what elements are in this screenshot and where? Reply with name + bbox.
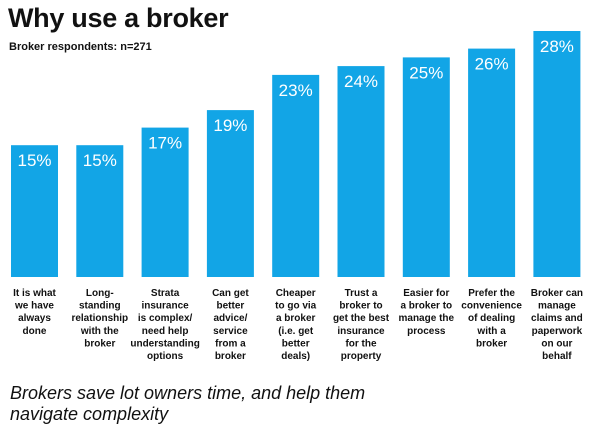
value-label-3: 17% bbox=[148, 134, 182, 153]
bar-2 bbox=[76, 145, 124, 277]
bar-5 bbox=[272, 74, 320, 278]
value-label-9: 28% bbox=[540, 37, 574, 56]
value-label-1: 15% bbox=[17, 151, 51, 170]
category-label-5: Cheaper to go via a broker (i.e. get better d… bbox=[275, 288, 317, 362]
category-label-6: Trust a broker to get the best insurance for… bbox=[333, 288, 390, 362]
category-label-3: Strata insurance is complex/need help under… bbox=[130, 288, 199, 362]
chart-title: Why use a broker bbox=[8, 3, 229, 33]
value-label-4: 19% bbox=[213, 116, 247, 135]
bar-9 bbox=[533, 31, 581, 277]
bar-8 bbox=[468, 48, 516, 277]
bar-7 bbox=[402, 57, 450, 278]
category-label-4: Can get better advice/service from a broker bbox=[212, 288, 249, 362]
category-label-8: Prefer the convenience of dealing with a bro… bbox=[461, 288, 522, 349]
bar-3 bbox=[141, 127, 189, 277]
bar-4 bbox=[206, 110, 254, 277]
chart-subtitle: Broker respondents: n=271 bbox=[9, 41, 152, 53]
value-label-5: 23% bbox=[279, 81, 313, 100]
category-label-2: Long-standing relationship with the broker bbox=[71, 288, 128, 349]
bar-1 bbox=[11, 145, 58, 277]
bar-6 bbox=[337, 66, 385, 277]
bar-chart: 15% It is what we have always done 15% Long-st… bbox=[11, 31, 583, 362]
value-label-2: 15% bbox=[83, 151, 117, 170]
category-label-1: It is what we have always done bbox=[13, 288, 56, 337]
value-label-8: 26% bbox=[475, 55, 509, 74]
value-label-7: 25% bbox=[409, 63, 443, 82]
footnote: Brokers save lot owners time, and help t… bbox=[10, 383, 366, 424]
category-label-9: Broker can manage claims and paperwork on ou… bbox=[531, 288, 583, 362]
category-label-7: Easier for a broker to manage the process bbox=[399, 288, 455, 337]
value-label-6: 24% bbox=[344, 72, 378, 91]
